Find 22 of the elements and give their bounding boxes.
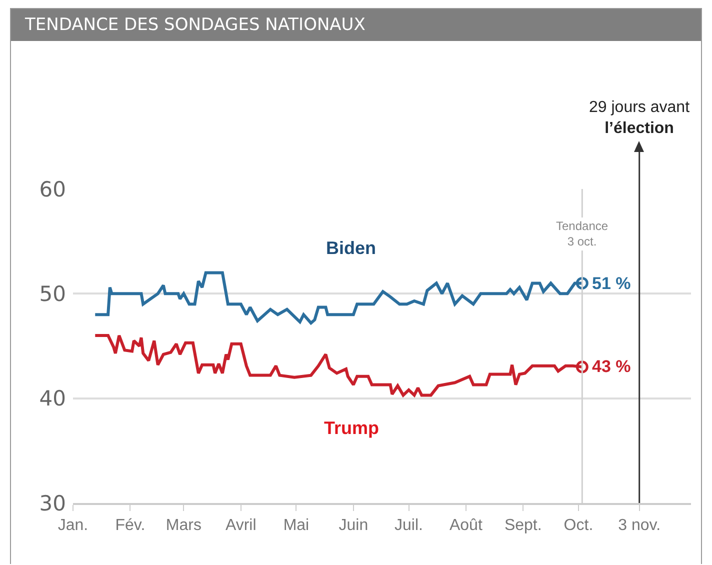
y-tick-label: 50 (39, 282, 66, 306)
x-tick-label: Juil. (394, 516, 423, 534)
x-tick-label: Oct. (564, 516, 594, 534)
x-tick-label: Mai (283, 516, 310, 534)
x-tick-label: Fév. (115, 516, 146, 534)
data-label: 43 % (592, 357, 631, 376)
x-tick-label: Août (449, 516, 483, 534)
x-tick-label: Mars (166, 516, 202, 534)
y-tick-label: 30 (39, 491, 66, 516)
x-tick-label: Jan. (58, 516, 88, 534)
y-tick-label: 40 (39, 386, 66, 411)
series-label: Biden (326, 238, 376, 258)
series-label: Trump (324, 418, 380, 438)
x-tick-label: Sept. (504, 516, 542, 534)
x-tick-label: Avril (225, 516, 256, 534)
x-tick-label: Juin (338, 516, 368, 534)
x-tick-label: 3 nov. (618, 516, 661, 534)
chart-title: TENDANCE DES SONDAGES NATIONAUX (11, 9, 701, 41)
ref-line-label: 29 jours avant l’élection (589, 99, 690, 137)
y-tick-label: 60 (39, 177, 66, 202)
data-label: 51 % (592, 274, 631, 293)
ref-line-label: Tendance 3 oct. (556, 219, 608, 249)
